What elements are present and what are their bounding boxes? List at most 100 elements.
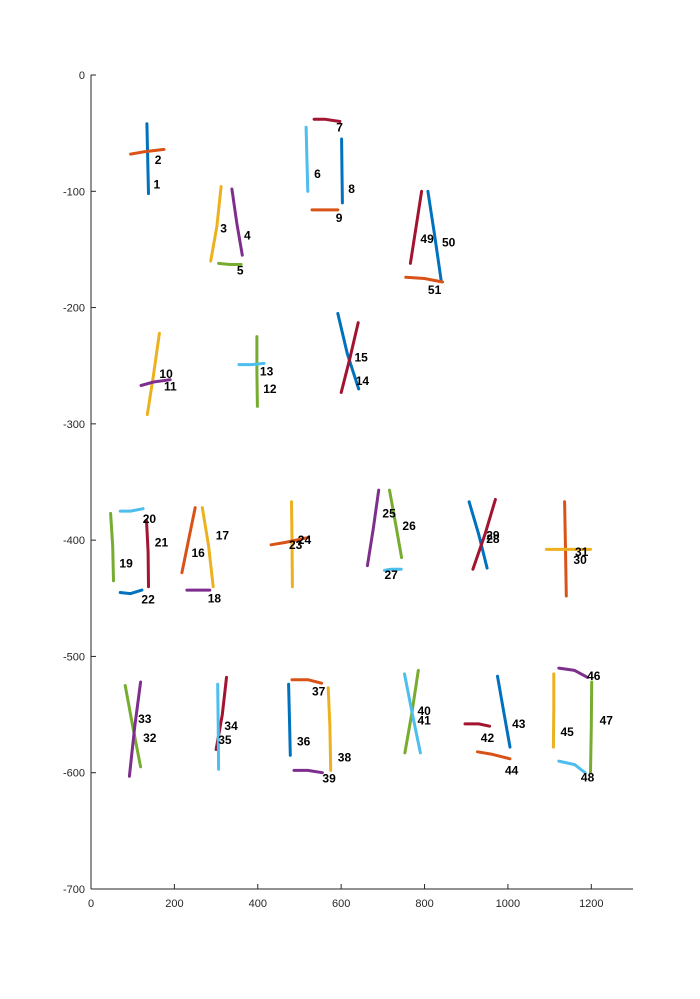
stroke-10 (145, 331, 161, 417)
stroke-1 (145, 122, 150, 196)
stroke-24 (269, 536, 309, 547)
stroke-5 (217, 261, 243, 266)
y-tick-label: -100 (63, 186, 85, 198)
stroke-33 (127, 680, 143, 778)
stroke-41 (403, 672, 422, 755)
stroke-label-20: 20 (143, 512, 157, 526)
x-tick-label: 200 (165, 898, 183, 910)
stroke-28 (467, 500, 489, 570)
stroke-17 (200, 506, 215, 589)
stroke-48 (557, 759, 587, 775)
stroke-8 (340, 137, 344, 205)
stroke-label-44: 44 (505, 763, 519, 777)
x-tick-label: 1200 (579, 898, 603, 910)
x-tick-label: 0 (88, 898, 94, 910)
stroke-19 (109, 511, 115, 583)
stroke-13 (237, 361, 266, 367)
stroke-36 (287, 682, 292, 757)
stroke-label-24: 24 (298, 533, 312, 547)
y-ticks: 0 -100 -200 -300 -400 -500 -600 -700 (63, 70, 96, 896)
stroke-label-10: 10 (159, 367, 173, 381)
stroke-label-35: 35 (218, 733, 232, 747)
stroke-29 (471, 497, 497, 571)
stroke-43 (496, 674, 512, 749)
stroke-label-51: 51 (428, 283, 442, 297)
stroke-label-21: 21 (155, 536, 169, 550)
stroke-label-26: 26 (402, 519, 416, 533)
stroke-14 (336, 311, 361, 391)
stroke-label-42: 42 (481, 731, 495, 745)
stroke-label-29: 29 (486, 529, 500, 543)
stroke-46 (557, 666, 590, 679)
y-tick-label: -500 (63, 651, 85, 663)
stroke-6 (304, 125, 310, 193)
x-tick-label: 800 (415, 898, 433, 910)
x-tick-label: 1000 (496, 898, 520, 910)
stroke-50 (426, 189, 443, 283)
stroke-22 (118, 588, 144, 596)
stroke-label-18: 18 (208, 591, 222, 605)
stroke-2 (129, 147, 166, 156)
stroke-label-32: 32 (143, 731, 157, 745)
stroke-label-50: 50 (442, 236, 456, 250)
stroke-7 (312, 117, 342, 123)
stroke-label-31: 31 (575, 545, 589, 559)
stroke-label-48: 48 (581, 770, 595, 784)
stroke-label-14: 14 (356, 374, 370, 388)
stroke-label-6: 6 (314, 167, 321, 181)
stroke-label-9: 9 (336, 211, 343, 225)
stroke-12 (255, 335, 259, 408)
y-tick-label: 0 (79, 70, 85, 82)
stroke-20 (118, 507, 145, 513)
stroke-32 (123, 684, 143, 769)
stroke-37 (290, 678, 324, 685)
stroke-label-23: 23 (289, 538, 303, 552)
stroke-label-13: 13 (260, 365, 274, 379)
axes (90, 75, 633, 890)
x-tick-label: 600 (332, 898, 350, 910)
stroke-label-16: 16 (192, 546, 206, 560)
stroke-label-47: 47 (600, 713, 614, 727)
stroke-label-34: 34 (224, 719, 238, 733)
stroke-3 (209, 185, 223, 263)
stroke-label-12: 12 (263, 382, 277, 396)
y-tick-label: -600 (63, 768, 85, 780)
stroke-label-40: 40 (418, 704, 432, 718)
stroke-label-3: 3 (220, 222, 227, 236)
stroke-label-46: 46 (587, 669, 601, 683)
y-tick-label: -300 (63, 419, 85, 431)
stroke-label-49: 49 (420, 232, 434, 246)
stroke-4 (230, 187, 244, 257)
stroke-label-19: 19 (119, 556, 133, 570)
stroke-label-30: 30 (573, 553, 587, 567)
stroke-26 (388, 488, 404, 560)
stroke-label-8: 8 (348, 182, 355, 196)
stroke-27 (383, 567, 403, 572)
series-layer (109, 117, 594, 778)
stroke-label-4: 4 (244, 229, 251, 243)
stroke-16 (180, 506, 197, 575)
stroke-49 (408, 189, 424, 265)
stroke-label-5: 5 (237, 263, 244, 277)
stroke-label-38: 38 (338, 751, 352, 765)
stroke-label-41: 41 (418, 713, 432, 727)
stroke-47 (589, 680, 594, 775)
stroke-label-7: 7 (336, 120, 343, 134)
stroke-25 (365, 488, 381, 568)
stroke-label-17: 17 (216, 529, 230, 543)
stroke-11 (139, 378, 172, 387)
stroke-42 (463, 722, 492, 728)
stroke-label-15: 15 (355, 351, 369, 365)
stroke-38 (326, 686, 333, 772)
y-tick-label: -400 (63, 535, 85, 547)
stroke-label-37: 37 (312, 684, 326, 698)
x-tick-label: 400 (249, 898, 267, 910)
stroke-label-36: 36 (297, 734, 311, 748)
stroke-label-22: 22 (141, 592, 155, 606)
stroke-label-1: 1 (154, 177, 161, 191)
stroke-label-25: 25 (382, 506, 396, 520)
stroke-label-11: 11 (164, 380, 177, 394)
stroke-15 (339, 321, 360, 394)
